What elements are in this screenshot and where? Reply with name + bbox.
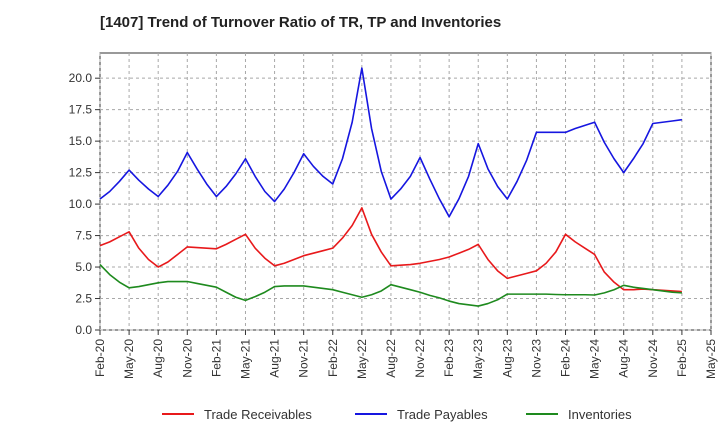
y-axis-ticks: 0.0 2.5 5.0 7.5 10.0 12.5 15.0 17.5 20.0 [69,71,100,337]
x-tick-label: May-20 [122,339,136,379]
y-tick-label: 7.5 [75,229,92,243]
y-tick-label: 0.0 [75,323,92,337]
y-tick-label: 2.5 [75,292,92,306]
x-axis-ticks: Feb-20 May-20 Aug-20 Nov-20 Feb-21 May-21 Aug-… [93,330,718,379]
y-tick-label: 15.0 [69,134,93,148]
x-tick-label: Aug-22 [384,339,398,378]
y-tick-label: 12.5 [69,166,93,180]
y-tick-label: 5.0 [75,260,92,274]
x-tick-label: Nov-24 [646,339,660,378]
legend: Trade Receivables Trade Payables Inventori… [162,407,632,422]
series-line-trade-receivables [99,207,682,293]
y-tick-label: 20.0 [69,71,93,85]
x-tick-label: Feb-22 [326,339,340,377]
series-lines [99,67,683,307]
x-tick-label: May-22 [355,339,369,379]
x-tick-label: Aug-24 [617,339,631,378]
x-tick-label: Feb-25 [675,339,689,377]
legend-label-trade-receivables: Trade Receivables [204,407,312,422]
gridlines [99,53,712,331]
series-line-trade-payables [99,67,683,218]
x-tick-label: Nov-23 [529,339,543,378]
x-tick-label: May-25 [704,339,718,379]
x-tick-label: May-23 [471,339,485,379]
x-tick-label: Nov-20 [180,339,194,378]
x-tick-label: Nov-22 [413,339,427,378]
y-tick-label: 10.0 [69,197,93,211]
x-tick-label: Feb-24 [559,339,573,377]
legend-label-trade-payables: Trade Payables [397,407,488,422]
x-tick-label: Aug-23 [500,339,514,378]
x-tick-label: May-21 [238,339,252,379]
legend-label-inventories: Inventories [568,407,632,422]
x-tick-label: Nov-21 [297,339,311,378]
x-tick-label: Feb-21 [209,339,223,377]
x-tick-label: Aug-21 [268,339,282,378]
x-tick-label: Feb-23 [442,339,456,377]
x-tick-label: Feb-20 [93,339,107,377]
x-tick-label: Aug-20 [151,339,165,378]
x-tick-label: May-24 [588,339,602,379]
series-line-inventories [99,263,682,307]
chart-title: [1407] Trend of Turnover Ratio of TR, TP… [100,14,502,31]
y-tick-label: 17.5 [69,103,93,117]
